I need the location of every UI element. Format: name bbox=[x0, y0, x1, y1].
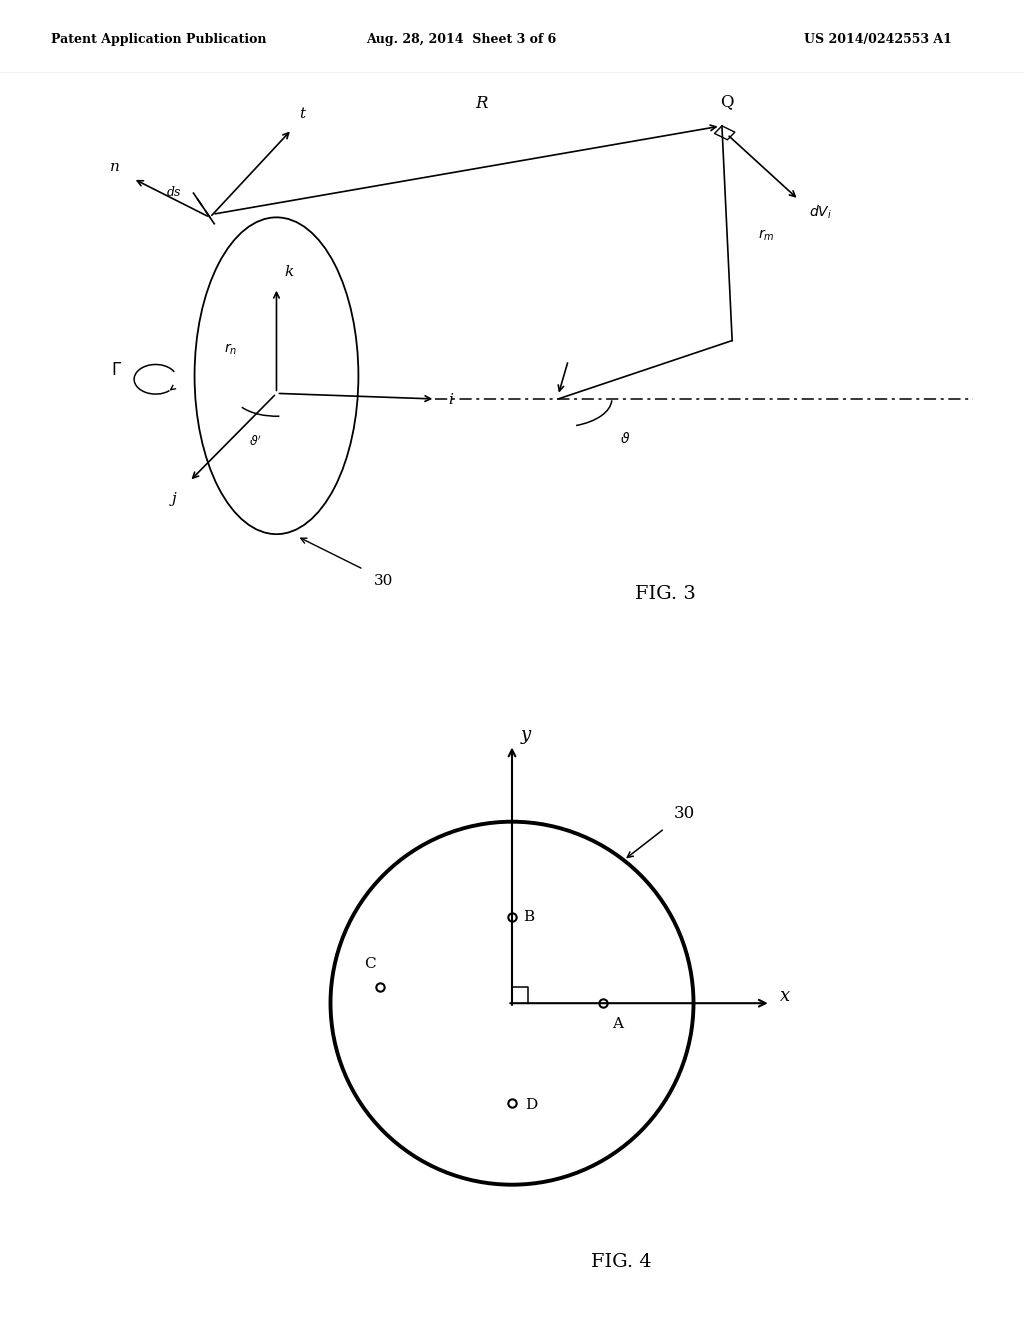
Text: 30: 30 bbox=[374, 574, 393, 589]
Text: $dV_i$: $dV_i$ bbox=[809, 203, 831, 220]
Text: D: D bbox=[525, 1098, 538, 1111]
Text: Patent Application Publication: Patent Application Publication bbox=[51, 33, 266, 46]
Text: $r_m$: $r_m$ bbox=[758, 227, 774, 243]
Text: Q: Q bbox=[720, 94, 734, 111]
Text: FIG. 4: FIG. 4 bbox=[591, 1253, 651, 1271]
Text: ds: ds bbox=[167, 186, 181, 199]
Text: j: j bbox=[172, 492, 176, 506]
Text: x: x bbox=[779, 987, 790, 1005]
Text: US 2014/0242553 A1: US 2014/0242553 A1 bbox=[805, 33, 952, 46]
Text: k: k bbox=[285, 265, 294, 280]
Text: 30: 30 bbox=[674, 805, 695, 822]
Text: FIG. 3: FIG. 3 bbox=[635, 585, 696, 603]
Text: i: i bbox=[449, 393, 454, 408]
Text: C: C bbox=[365, 957, 376, 970]
Text: A: A bbox=[611, 1016, 623, 1031]
Text: $\vartheta'$: $\vartheta'$ bbox=[250, 434, 262, 449]
Text: n: n bbox=[110, 160, 120, 174]
Text: R: R bbox=[475, 95, 487, 112]
Text: t: t bbox=[299, 107, 305, 121]
Text: B: B bbox=[523, 909, 534, 924]
Text: Aug. 28, 2014  Sheet 3 of 6: Aug. 28, 2014 Sheet 3 of 6 bbox=[366, 33, 556, 46]
Text: $\vartheta$: $\vartheta$ bbox=[620, 430, 630, 446]
Text: y: y bbox=[521, 726, 531, 744]
Text: $r_n$: $r_n$ bbox=[224, 342, 237, 358]
Text: $\Gamma$: $\Gamma$ bbox=[112, 362, 122, 379]
